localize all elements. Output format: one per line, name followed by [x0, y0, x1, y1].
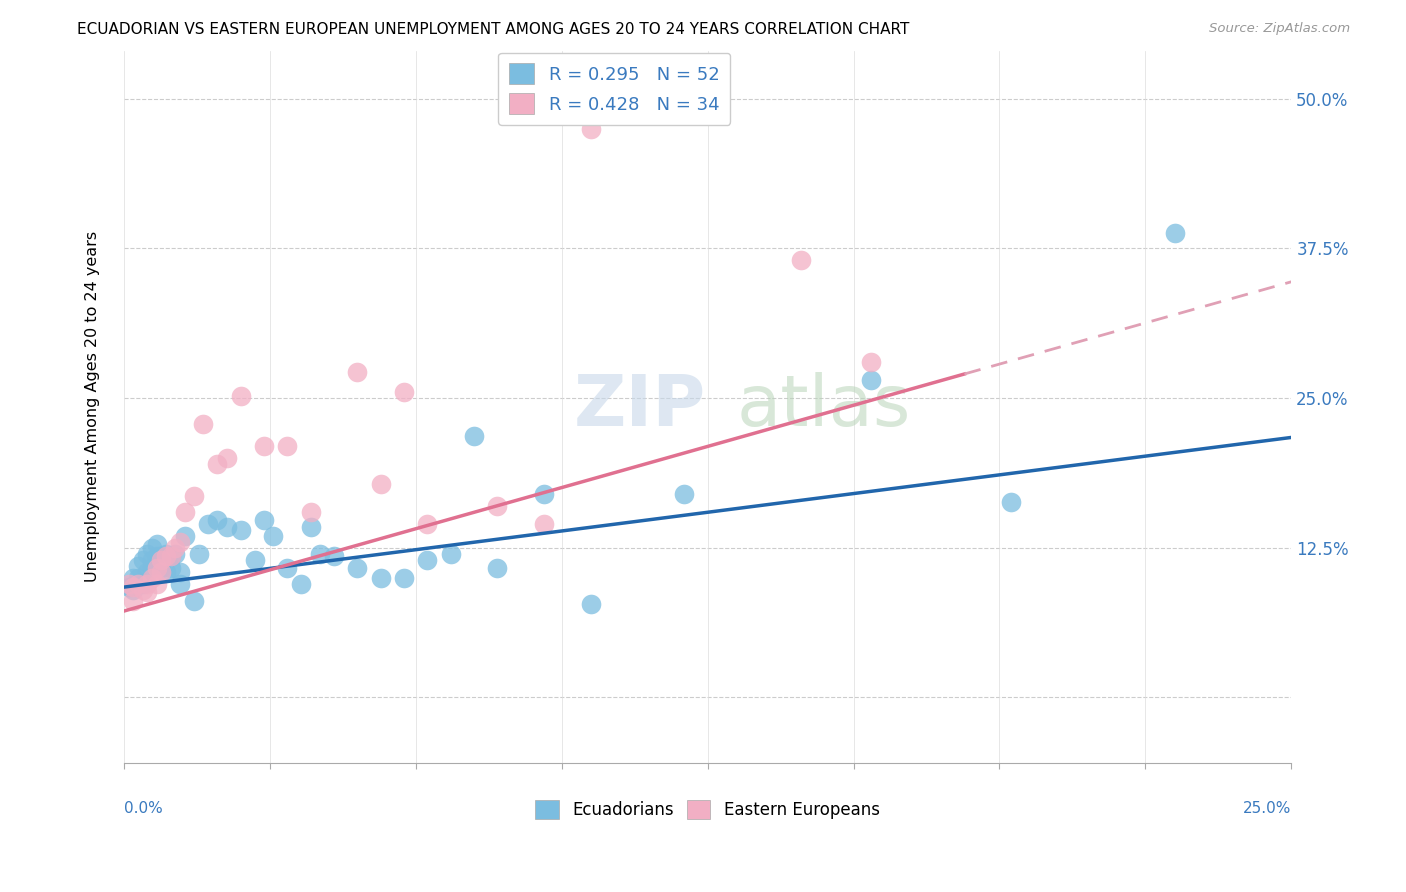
Point: [370, 570, 392, 584]
Point: [141, 561, 163, 575]
Point: [253, 439, 276, 453]
Point: [131, 576, 153, 591]
Point: [122, 582, 145, 597]
Point: [141, 552, 163, 566]
Point: [155, 547, 177, 561]
Point: [145, 561, 167, 575]
Point: [346, 365, 368, 379]
Point: [136, 585, 159, 599]
Point: [276, 439, 298, 453]
Point: [533, 516, 555, 531]
Point: [155, 549, 177, 563]
Point: [253, 513, 276, 527]
Point: [416, 552, 439, 566]
Text: ECUADORIAN VS EASTERN EUROPEAN UNEMPLOYMENT AMONG AGES 20 TO 24 YEARS CORRELATIO: ECUADORIAN VS EASTERN EUROPEAN UNEMPLOYM…: [77, 22, 910, 37]
Point: [150, 561, 173, 575]
Point: [122, 580, 145, 594]
Point: [299, 505, 322, 519]
Point: [579, 597, 602, 611]
Point: [150, 552, 173, 566]
Point: [141, 541, 163, 555]
Text: ZIP: ZIP: [574, 372, 706, 442]
Point: [136, 576, 159, 591]
Point: [127, 558, 149, 573]
Point: [207, 457, 229, 471]
Point: [790, 253, 813, 268]
Point: [1163, 226, 1185, 240]
Point: [323, 549, 346, 563]
Point: [370, 477, 392, 491]
Point: [136, 565, 159, 579]
Point: [486, 561, 509, 575]
Point: [159, 561, 181, 575]
Point: [173, 505, 195, 519]
Point: [486, 499, 509, 513]
Point: [122, 594, 145, 608]
Point: [309, 547, 332, 561]
Point: [533, 486, 555, 500]
Point: [299, 520, 322, 534]
Point: [860, 355, 883, 369]
Point: [155, 565, 177, 579]
Point: [145, 558, 167, 573]
Point: [392, 570, 415, 584]
Point: [122, 570, 145, 584]
Point: [127, 570, 149, 584]
Point: [141, 570, 163, 584]
Point: [183, 594, 205, 608]
Point: [215, 450, 238, 465]
Point: [117, 576, 139, 591]
Point: [173, 528, 195, 542]
Point: [392, 384, 415, 399]
Point: [416, 516, 439, 531]
Point: [187, 547, 209, 561]
Point: [346, 561, 368, 575]
Point: [579, 121, 602, 136]
Point: [207, 513, 229, 527]
Point: [440, 547, 463, 561]
Point: [290, 576, 312, 591]
Point: [673, 486, 696, 500]
Legend: Ecuadorians, Eastern Europeans: Ecuadorians, Eastern Europeans: [529, 794, 886, 826]
Point: [150, 565, 173, 579]
Point: [131, 582, 153, 597]
Point: [229, 523, 252, 537]
Text: atlas: atlas: [737, 372, 911, 442]
Point: [193, 417, 215, 432]
Point: [127, 576, 149, 591]
Point: [145, 549, 167, 563]
Point: [243, 552, 266, 566]
Point: [169, 534, 191, 549]
Point: [463, 429, 485, 443]
Point: [117, 580, 139, 594]
Point: [165, 547, 187, 561]
Point: [169, 576, 191, 591]
Point: [215, 520, 238, 534]
Y-axis label: Unemployment Among Ages 20 to 24 years: Unemployment Among Ages 20 to 24 years: [86, 231, 100, 582]
Point: [276, 561, 298, 575]
Text: 0.0%: 0.0%: [124, 801, 163, 816]
Point: [229, 388, 252, 402]
Point: [197, 516, 219, 531]
Point: [159, 549, 181, 563]
Point: [183, 489, 205, 503]
Point: [131, 552, 153, 566]
Point: [136, 547, 159, 561]
Text: Source: ZipAtlas.com: Source: ZipAtlas.com: [1209, 22, 1350, 36]
Point: [1000, 495, 1022, 509]
Point: [262, 528, 284, 542]
Point: [165, 541, 187, 555]
Point: [145, 576, 167, 591]
Point: [169, 565, 191, 579]
Text: 25.0%: 25.0%: [1243, 801, 1291, 816]
Point: [159, 549, 181, 563]
Point: [860, 373, 883, 387]
Point: [145, 537, 167, 551]
Point: [150, 549, 173, 563]
